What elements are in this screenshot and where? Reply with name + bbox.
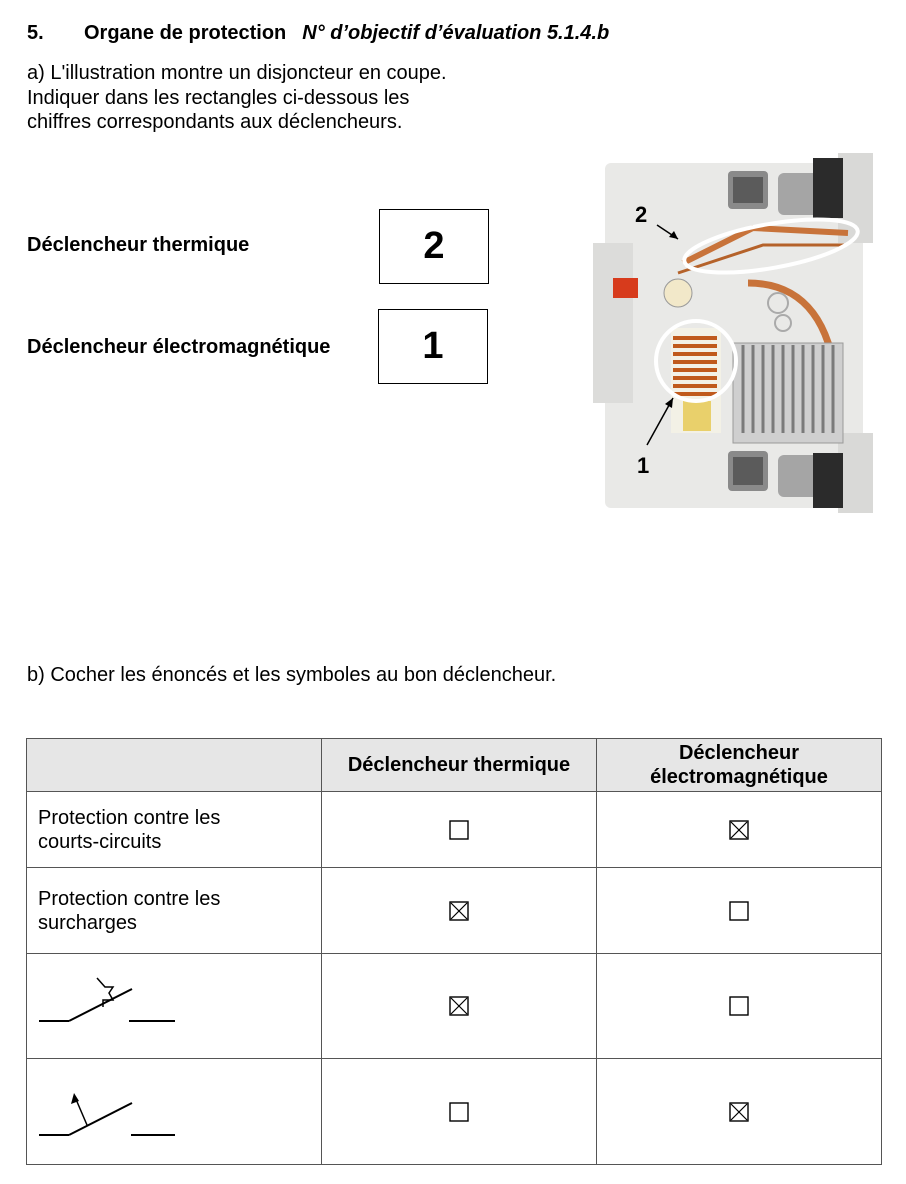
- objective-reference: N° d’objectif d’évaluation 5.1.4.b: [302, 22, 610, 44]
- header-empty: [26, 738, 322, 792]
- header-magnetic: Déclencheur électromagnétique: [596, 738, 882, 792]
- magnetic-cell: [596, 791, 882, 868]
- thermal-cell: [321, 791, 597, 868]
- table-header-row: Déclencheur thermique Déclencheur électr…: [26, 738, 882, 792]
- magnetic-answer-box[interactable]: 1: [378, 309, 488, 384]
- thermal-cell: [321, 867, 597, 954]
- checkbox-unchecked[interactable]: [449, 1101, 469, 1122]
- breaker-cutaway-photo: 2 1: [583, 133, 877, 536]
- thermal-answer-value: 2: [423, 225, 445, 267]
- instruction-line: a) L'illustration montre un disjoncteur …: [27, 62, 447, 84]
- thermal-symbol-cell: [26, 953, 322, 1059]
- thermal-trip-label: Déclencheur thermique: [27, 234, 250, 256]
- section-heading: 5. Organe de protection N° d’objectif d’év…: [27, 22, 609, 45]
- magnetic-cell: [596, 953, 882, 1059]
- callout-thermal: 2: [635, 202, 647, 227]
- row-label-text: Protection contre les surcharges: [38, 887, 221, 934]
- header-thermal: Déclencheur thermique: [321, 738, 597, 792]
- callout-magnetic: 1: [637, 453, 649, 478]
- magnetic-trip-symbol-icon: [39, 1092, 175, 1136]
- checkbox-checked[interactable]: [729, 819, 749, 840]
- instruction-line: Indiquer dans les rectangles ci-dessous …: [27, 86, 410, 109]
- section-number: 5.: [27, 22, 44, 44]
- instruction-line: chiffres correspondants aux déclencheurs…: [27, 111, 403, 133]
- thermal-cell: [321, 1058, 597, 1165]
- part-b-instruction: b) Cocher les énoncés et les symboles au…: [27, 664, 557, 686]
- row-label: Protection contre les courts-circuits: [26, 791, 322, 868]
- magnetic-trip-label: Déclencheur électromagnétique: [27, 336, 331, 358]
- section-title: Organe de protection: [84, 22, 287, 44]
- table-row: Protection contre les courts-circuits: [26, 791, 882, 868]
- thermal-answer-box[interactable]: 2: [379, 209, 489, 284]
- thermal-cell: [321, 953, 597, 1059]
- table-row: Protection contre les surcharges: [26, 867, 882, 954]
- thermal-trip-symbol-icon: [39, 977, 175, 1022]
- checkbox-checked[interactable]: [449, 900, 469, 921]
- magnetic-answer-value: 1: [422, 325, 444, 367]
- magnetic-cell: [596, 1058, 882, 1165]
- checkbox-unchecked[interactable]: [729, 900, 749, 921]
- magnetic-cell: [596, 867, 882, 954]
- breaker-illustration: 2 1: [593, 153, 873, 513]
- row-label-text: Protection contre les courts-circuits: [38, 806, 221, 853]
- part-a-instructions: a) L'illustration montre un disjoncteur …: [27, 61, 447, 135]
- checkbox-checked[interactable]: [729, 1101, 749, 1122]
- checkbox-checked[interactable]: [449, 996, 469, 1016]
- header-magnetic-text: Déclencheur électromagnétique: [650, 742, 828, 788]
- table-row: [26, 1058, 882, 1165]
- magnetic-symbol-cell: [26, 1058, 322, 1165]
- row-label: Protection contre les surcharges: [26, 867, 322, 954]
- checkbox-unchecked[interactable]: [449, 819, 469, 840]
- checkbox-unchecked[interactable]: [729, 996, 749, 1016]
- trip-classification-table: Déclencheur thermique Déclencheur électr…: [26, 738, 882, 1165]
- table-row: [26, 953, 882, 1059]
